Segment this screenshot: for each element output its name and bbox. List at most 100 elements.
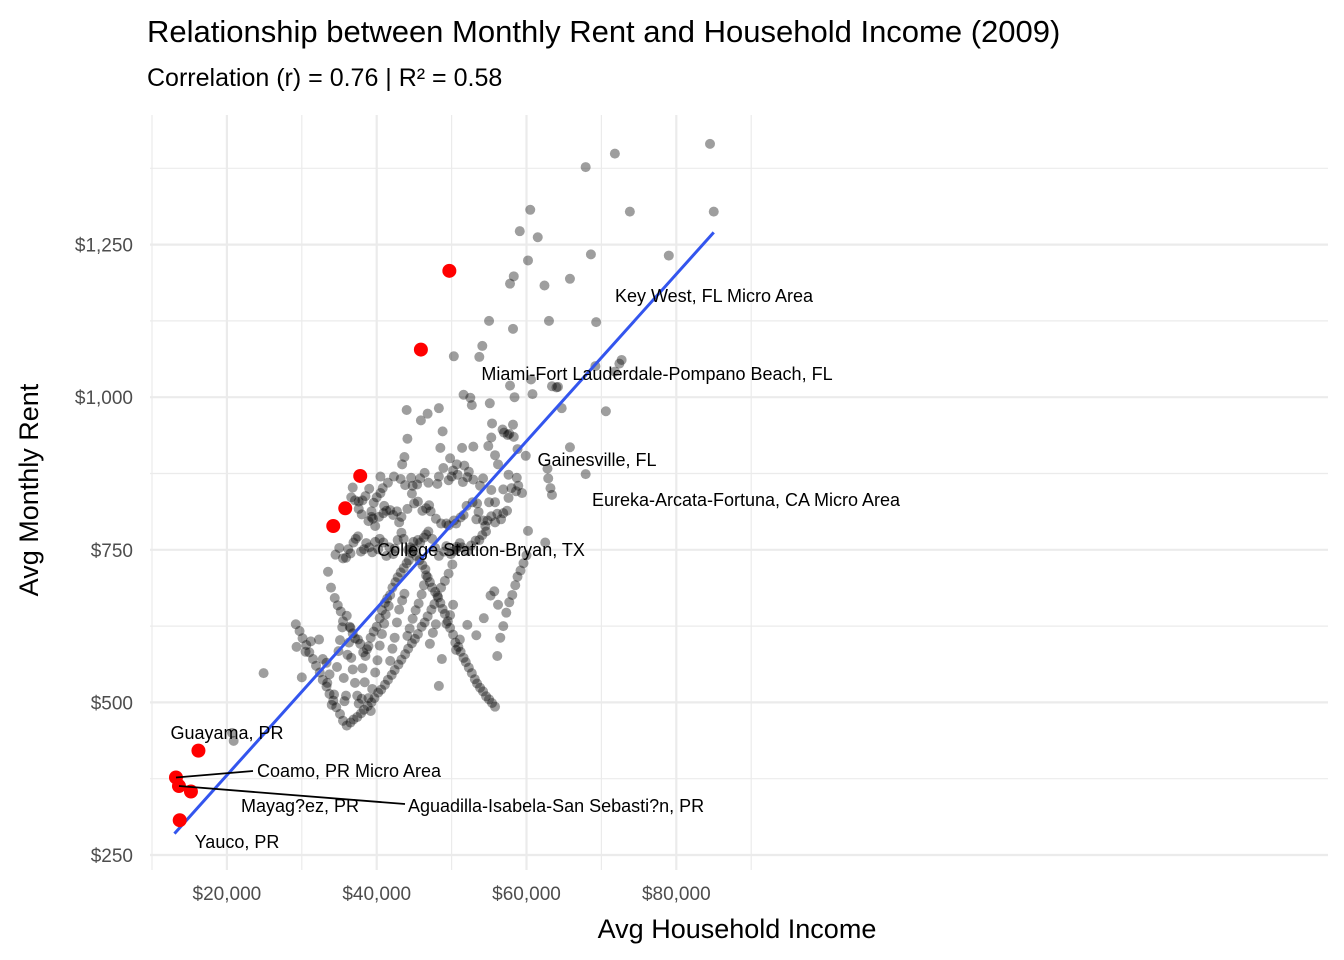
data-point [413,598,424,609]
data-point [330,549,341,560]
highlighted-point [413,342,428,357]
data-point [415,537,426,548]
data-point [364,483,375,494]
data-point [374,533,385,544]
data-point [484,497,495,508]
data-point [433,471,444,482]
point-label: Gainesville, FL [537,450,656,470]
x-tick-label: $40,000 [342,884,411,905]
data-point [435,442,446,453]
data-point [471,630,482,641]
y-tick-label: $500 [91,693,133,714]
data-point [397,595,408,606]
data-point [451,544,462,555]
data-point [411,550,422,561]
data-point [385,505,396,516]
data-point [484,398,495,409]
data-point [337,715,348,726]
data-point [357,663,368,674]
data-point [304,647,315,658]
data-point [409,633,420,644]
data-point [502,505,513,516]
data-point [430,586,441,597]
data-point [551,382,562,393]
data-point [417,560,428,571]
data-point [346,492,357,503]
data-point [477,340,488,351]
data-point [474,351,485,362]
data-point [403,555,414,566]
data-point [371,492,382,503]
data-point [489,586,500,597]
data-point [334,708,345,719]
data-point [349,677,360,688]
data-point [334,542,345,553]
data-point [258,668,269,679]
data-point [341,720,352,731]
data-point [388,549,399,560]
data-point [466,540,477,551]
data-point [441,618,452,629]
data-point [421,503,432,514]
data-point [324,669,335,680]
data-point [505,278,516,289]
data-point [343,544,354,555]
data-point [591,317,602,328]
data-point [453,641,464,652]
data-point [396,527,407,538]
data-point [395,567,406,578]
data-point [364,542,375,553]
data-point [422,408,433,419]
data-point [368,497,379,508]
data-point [454,634,465,645]
data-point [385,655,396,666]
data-point [373,544,384,555]
data-point [397,459,408,470]
data-point [439,575,450,586]
data-point [482,515,493,526]
data-point [424,577,435,588]
data-point [297,633,308,644]
data-point [462,546,473,557]
data-point [415,473,426,484]
data-point [372,655,383,666]
data-point [514,226,525,237]
data-point [381,550,392,561]
data-point [484,694,495,705]
data-point [356,509,367,520]
data-point [370,667,381,678]
data-point [337,553,348,564]
data-point [532,232,543,243]
data-point [374,640,385,651]
data-point [358,544,369,555]
data-point [509,392,520,403]
data-point [466,400,477,411]
data-point [614,358,625,369]
data-point [445,610,456,621]
data-point [405,542,416,553]
data-point [493,599,504,610]
data-point [359,677,370,688]
data-point [546,489,557,500]
data-point [427,627,438,638]
data-point [352,712,363,723]
data-point [382,674,393,685]
data-point [433,592,444,603]
data-point [371,621,382,632]
data-point [410,605,421,616]
data-point [446,471,457,482]
y-tick-label: $750 [91,541,133,562]
data-point [368,626,379,637]
data-point [564,442,575,453]
data-point [705,138,716,149]
data-point [510,580,521,591]
data-point [355,708,366,719]
data-point [311,660,322,671]
data-point [470,535,481,546]
data-point [485,590,496,601]
data-point [448,599,459,610]
data-point [503,492,514,503]
data-point [322,677,333,688]
point-label: Mayag?ez, PR [241,796,359,816]
data-point [373,687,384,698]
